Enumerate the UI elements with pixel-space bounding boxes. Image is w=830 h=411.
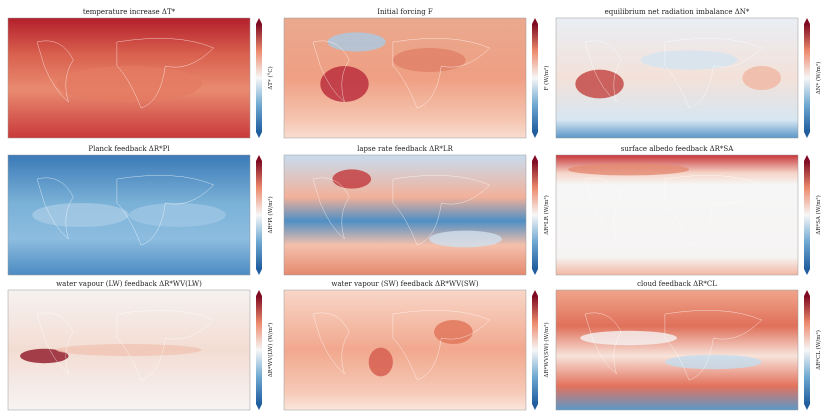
colorbar-end	[804, 290, 810, 296]
colorbar-end	[804, 155, 810, 161]
map-feature	[32, 203, 129, 227]
colorbar-end	[532, 269, 538, 275]
panel-title: water vapour (SW) feedback ΔR*WV(SW)	[331, 280, 478, 288]
coastline	[584, 310, 763, 381]
colorbar-end	[256, 18, 262, 24]
colorbar-end	[804, 404, 810, 410]
panel-title: surface albedo feedback ΔR*SA	[621, 145, 734, 153]
map-feature	[575, 69, 624, 99]
colorbar-end	[256, 269, 262, 275]
map-feature	[56, 344, 202, 356]
colorbar	[532, 24, 538, 132]
map-feature	[580, 330, 677, 346]
map-feature	[320, 66, 369, 102]
map-feature	[129, 203, 226, 227]
colorbar	[532, 296, 538, 404]
colorbar-end	[804, 269, 810, 275]
map-feature	[640, 50, 738, 70]
map-feature	[664, 354, 762, 370]
colorbar-label: ΔR*Pl (W/m²)	[267, 196, 274, 233]
map-feature	[392, 48, 466, 72]
colorbar	[804, 24, 810, 132]
colorbar-label: ΔR*WV(SW) (W/m²)	[543, 322, 550, 377]
colorbar	[256, 161, 262, 269]
colorbar-label: ΔR*SA (W/m²)	[815, 195, 822, 235]
colorbar-end	[804, 18, 810, 24]
map-feature	[434, 320, 473, 344]
coastline	[36, 38, 215, 109]
map-feature	[20, 348, 69, 364]
colorbar-end	[532, 404, 538, 410]
map-feature	[332, 169, 372, 189]
panel-title: Initial forcing F	[377, 8, 433, 16]
map-feature	[568, 163, 690, 176]
panel-title: cloud feedback ΔR*CL	[637, 280, 717, 288]
colorbar-label: ΔT* (°C)	[267, 66, 274, 89]
map	[283, 17, 527, 139]
map-feature	[327, 32, 386, 52]
colorbar	[804, 161, 810, 269]
map-feature	[368, 347, 393, 377]
map-feature	[56, 66, 202, 102]
map-feature	[429, 230, 502, 248]
colorbar-end	[804, 132, 810, 138]
colorbar	[256, 24, 262, 132]
map	[555, 289, 799, 411]
colorbar-label: F (W/m²)	[543, 66, 550, 91]
panel-title: Planck feedback ΔR*Pl	[88, 145, 170, 153]
colorbar-label: ΔR*WV(LW) (W/m²)	[267, 323, 274, 378]
coastline	[312, 310, 491, 381]
map	[283, 289, 527, 411]
colorbar-end	[532, 290, 538, 296]
colorbar-end	[532, 155, 538, 161]
colorbar-end	[256, 290, 262, 296]
colorbar	[256, 296, 262, 404]
colorbar	[804, 296, 810, 404]
colorbar-label: ΔN* (W/m²)	[815, 62, 822, 95]
colorbar-label: ΔR*CL (W/m²)	[815, 330, 822, 370]
coastline	[312, 38, 491, 109]
colorbar-end	[256, 132, 262, 138]
panel-title: temperature increase ΔT*	[83, 8, 176, 16]
panel-title: lapse rate feedback ΔR*LR	[357, 145, 453, 153]
map-feature	[742, 66, 782, 90]
coastline	[36, 175, 215, 246]
coastline	[584, 175, 763, 246]
colorbar	[532, 161, 538, 269]
coastline	[584, 38, 763, 109]
map	[283, 154, 527, 276]
colorbar-end	[256, 155, 262, 161]
panel-title: water vapour (LW) feedback ΔR*WV(LW)	[56, 280, 202, 288]
coastline	[312, 175, 491, 246]
colorbar-label: ΔR*LR (W/m²)	[543, 195, 550, 235]
colorbar-end	[256, 404, 262, 410]
coastline	[36, 310, 215, 381]
colorbar-end	[532, 18, 538, 24]
colorbar-end	[532, 132, 538, 138]
panel-title: equilibrium net radiation imbalance ΔN*	[605, 8, 750, 16]
map	[555, 154, 799, 276]
